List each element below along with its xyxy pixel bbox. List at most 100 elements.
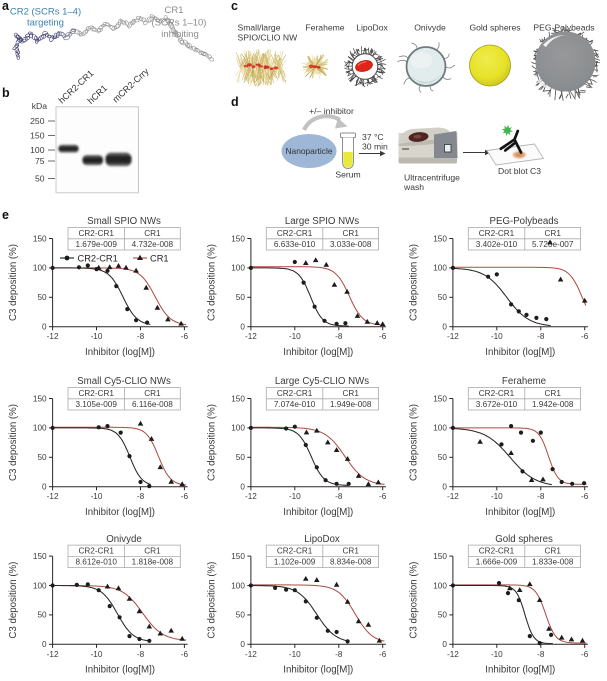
- svg-text:-6: -6: [181, 650, 189, 659]
- svg-text:50: 50: [236, 611, 246, 620]
- svg-text:-12: -12: [447, 492, 459, 501]
- svg-text:inhibiting: inhibiting: [161, 29, 199, 40]
- svg-text:-8: -8: [537, 492, 545, 501]
- svg-text:-8: -8: [335, 332, 343, 341]
- svg-text:+/– inhibitor: +/– inhibitor: [309, 106, 354, 116]
- svg-text:C3 deposition (%): C3 deposition (%): [8, 244, 19, 321]
- svg-text:1.833e-008: 1.833e-008: [532, 558, 574, 567]
- svg-text:kDa: kDa: [32, 101, 48, 111]
- svg-text:0: 0: [442, 323, 447, 332]
- svg-text:250: 250: [30, 116, 45, 126]
- svg-text:-6: -6: [181, 332, 189, 341]
- svg-text:CR1: CR1: [144, 546, 161, 555]
- svg-text:-6: -6: [581, 492, 589, 501]
- svg-text:1.679e-009: 1.679e-009: [75, 240, 117, 249]
- svg-text:-8: -8: [537, 650, 545, 659]
- svg-text:Inhibitor (log[M]): Inhibitor (log[M]): [283, 665, 353, 676]
- svg-text:150: 150: [33, 234, 47, 243]
- svg-text:C3 deposition (%): C3 deposition (%): [8, 404, 19, 481]
- svg-text:150: 150: [433, 234, 447, 243]
- svg-text:0: 0: [42, 323, 47, 332]
- svg-text:100: 100: [433, 424, 447, 433]
- svg-text:1.942e-008: 1.942e-008: [532, 400, 574, 409]
- svg-text:7.074e-010: 7.074e-010: [274, 400, 316, 409]
- svg-text:Large Cy5-CLIO NWs: Large Cy5-CLIO NWs: [275, 376, 369, 387]
- svg-text:LipoDox: LipoDox: [304, 534, 340, 545]
- svg-text:Gold spheres: Gold spheres: [469, 23, 520, 33]
- svg-text:C3 deposition (%): C3 deposition (%): [8, 562, 19, 639]
- svg-text:-10: -10: [289, 650, 301, 659]
- svg-text:LipoDox: LipoDox: [356, 23, 388, 33]
- svg-text:3.672e-010: 3.672e-010: [476, 400, 518, 409]
- svg-text:0: 0: [442, 483, 447, 492]
- svg-text:Inhibitor (log[M]): Inhibitor (log[M]): [485, 507, 555, 518]
- svg-text:CR1: CR1: [545, 389, 562, 398]
- svg-text:75: 75: [35, 156, 45, 166]
- svg-text:100: 100: [33, 264, 47, 273]
- svg-text:100: 100: [231, 264, 245, 273]
- svg-text:PEG-Polybeads: PEG-Polybeads: [533, 23, 594, 33]
- svg-text:Dot blot C3: Dot blot C3: [498, 166, 541, 176]
- svg-text:mCR2-Crry: mCR2-Crry: [111, 66, 151, 105]
- svg-text:CR1: CR1: [144, 229, 161, 238]
- svg-text:Nanoparticle: Nanoparticle: [285, 146, 332, 156]
- svg-text:8.834e-008: 8.834e-008: [330, 558, 372, 567]
- svg-text:3.402e-010: 3.402e-010: [476, 240, 518, 249]
- svg-text:C3 deposition (%): C3 deposition (%): [206, 562, 217, 639]
- svg-text:-6: -6: [581, 650, 589, 659]
- svg-text:Inhibitor (log[M]): Inhibitor (log[M]): [283, 347, 353, 358]
- svg-text:-10: -10: [91, 332, 103, 341]
- svg-text:Feraheme: Feraheme: [502, 376, 546, 387]
- svg-text:PEG-Polybeads: PEG-Polybeads: [490, 216, 559, 227]
- svg-text:-12: -12: [447, 332, 459, 341]
- svg-text:100: 100: [433, 264, 447, 273]
- svg-text:-10: -10: [91, 650, 103, 659]
- svg-text:-12: -12: [47, 492, 59, 501]
- svg-text:100: 100: [231, 581, 245, 590]
- svg-text:-10: -10: [289, 332, 301, 341]
- svg-text:C3 deposition (%): C3 deposition (%): [206, 244, 217, 321]
- svg-text:SPIO/CLIO NW: SPIO/CLIO NW: [238, 33, 299, 43]
- svg-text:-8: -8: [335, 492, 343, 501]
- svg-text:C3 deposition (%): C3 deposition (%): [408, 562, 419, 639]
- svg-text:-8: -8: [137, 492, 145, 501]
- svg-text:50: 50: [236, 293, 246, 302]
- svg-text:100: 100: [433, 581, 447, 590]
- svg-text:1.818e-008: 1.818e-008: [132, 558, 174, 567]
- svg-text:-12: -12: [47, 650, 59, 659]
- svg-text:hCR1: hCR1: [86, 83, 110, 106]
- svg-text:CR1: CR1: [343, 546, 360, 555]
- svg-text:0: 0: [42, 483, 47, 492]
- svg-text:0: 0: [42, 640, 47, 649]
- svg-text:150: 150: [231, 394, 245, 403]
- svg-text:100: 100: [33, 581, 47, 590]
- svg-text:CR2-CR1: CR2-CR1: [277, 389, 313, 398]
- svg-text:CR1: CR1: [150, 253, 169, 263]
- svg-text:100: 100: [231, 424, 245, 433]
- svg-text:1.666e-009: 1.666e-009: [476, 558, 518, 567]
- svg-text:1.949e-008: 1.949e-008: [330, 400, 372, 409]
- svg-text:-12: -12: [47, 332, 59, 341]
- svg-text:targeting: targeting: [27, 18, 64, 29]
- svg-text:C3 deposition (%): C3 deposition (%): [206, 404, 217, 481]
- svg-text:Small Cy5-CLIO NWs: Small Cy5-CLIO NWs: [77, 376, 171, 387]
- svg-text:-8: -8: [137, 650, 145, 659]
- svg-text:50: 50: [37, 453, 47, 462]
- svg-text:-12: -12: [245, 650, 257, 659]
- svg-text:CR1: CR1: [545, 229, 562, 238]
- svg-text:-6: -6: [379, 492, 387, 501]
- svg-text:-8: -8: [335, 650, 343, 659]
- svg-text:CR1: CR1: [343, 229, 360, 238]
- svg-text:CR2-CR1: CR2-CR1: [479, 389, 515, 398]
- svg-text:30 min: 30 min: [362, 142, 388, 152]
- svg-text:Ultracentrifuge: Ultracentrifuge: [404, 173, 460, 183]
- svg-text:Inhibitor (log[M]): Inhibitor (log[M]): [85, 665, 155, 676]
- svg-text:0: 0: [240, 483, 245, 492]
- svg-text:150: 150: [231, 552, 245, 561]
- svg-text:Onivyde: Onivyde: [414, 23, 446, 33]
- svg-text:50: 50: [37, 611, 47, 620]
- svg-text:CR2-CR1: CR2-CR1: [277, 229, 313, 238]
- svg-text:-10: -10: [491, 650, 503, 659]
- svg-text:-12: -12: [245, 332, 257, 341]
- svg-text:CR2-CR1: CR2-CR1: [277, 546, 313, 555]
